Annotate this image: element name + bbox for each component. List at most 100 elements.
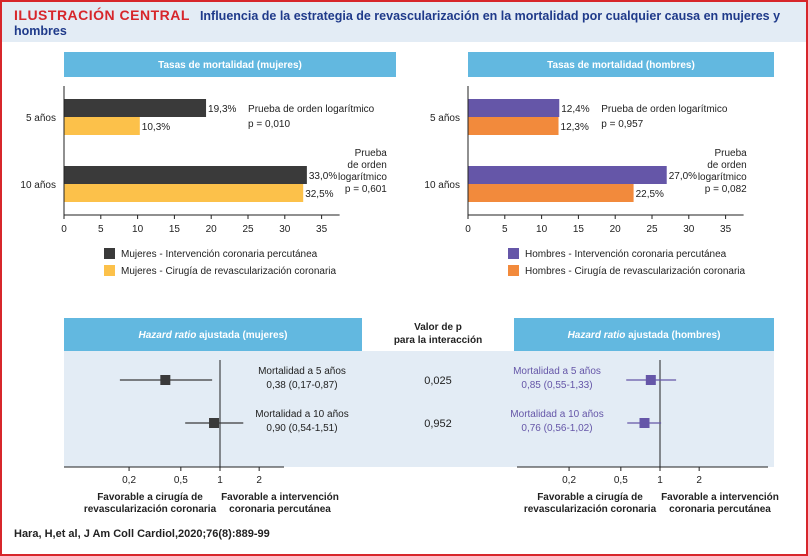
women-hr-x-tick-label: 0,2	[122, 475, 136, 486]
hr-background	[64, 351, 774, 467]
women-x-tick-label: 20	[206, 224, 218, 235]
women-x-tick-label: 30	[279, 224, 291, 235]
women-category-label: 5 años	[26, 113, 56, 124]
interaction-p-value: 0,952	[424, 418, 452, 430]
women-legend-swatch	[104, 248, 115, 259]
men-hr-x-tick-label: 2	[696, 475, 702, 486]
women-bar	[64, 184, 304, 202]
women-hr-point	[209, 418, 220, 428]
men-hr-title-rest: ajustada (hombres)	[625, 330, 720, 341]
women-hr-x-tick-label: 1	[217, 475, 223, 486]
men-legend-label: Hombres - Cirugía de revascularización c…	[525, 266, 746, 277]
men-hr-point	[645, 375, 656, 385]
men-x-tick-label: 35	[720, 224, 732, 235]
men-x-tick-label: 0	[465, 224, 471, 235]
citation: Hara, H,et al, J Am Coll Cardiol,2020;76…	[14, 528, 270, 540]
men-logrank-label: Prueba	[714, 148, 747, 159]
women-hr-title-band	[64, 318, 362, 351]
men-x-tick-label: 30	[683, 224, 695, 235]
women-logrank-label: logarítmico	[338, 172, 387, 183]
women-bar	[64, 166, 307, 184]
women-x-tick-label: 25	[242, 224, 254, 235]
men-logrank-p: p = 0,957	[601, 119, 643, 130]
women-category-label: 10 años	[20, 180, 56, 191]
interaction-header: Valor de p	[414, 322, 462, 333]
interaction-header: para la interacción	[394, 335, 482, 346]
women-legend-label: Mujeres - Cirugía de revascularización c…	[121, 266, 337, 277]
women-bar-label: 32,5%	[305, 189, 333, 200]
women-hr-point	[160, 375, 171, 385]
women-logrank-label: de orden	[347, 160, 386, 171]
men-bar-label: 12,4%	[561, 104, 589, 115]
men-x-tick-label: 20	[610, 224, 622, 235]
men-x-tick-label: 25	[646, 224, 658, 235]
women-hr-ci-text: 0,38 (0,17-0,87)	[266, 380, 337, 391]
men-bar-label: 22,5%	[636, 189, 664, 200]
men-logrank-label: de orden	[707, 160, 746, 171]
men-legend-swatch	[508, 265, 519, 276]
men-logrank-label: p = 0,082	[705, 184, 747, 195]
women-bar	[64, 117, 140, 135]
women-hr-ci-text: 0,90 (0,54-1,51)	[266, 423, 337, 434]
men-logrank-label: logarítmico	[698, 172, 747, 183]
men-legend-swatch	[508, 248, 519, 259]
women-x-tick-label: 5	[98, 224, 104, 235]
women-bar-label: 33,0%	[309, 171, 337, 182]
women-hr-title: Hazard ratio ajustada (mujeres)	[139, 330, 288, 341]
women-bar-label: 19,3%	[208, 104, 236, 115]
men-x-tick-label: 15	[573, 224, 585, 235]
women-favors-pci-label: coronaria percutánea	[229, 504, 331, 515]
men-category-label: 5 años	[430, 113, 460, 124]
men-bar	[468, 99, 560, 117]
women-hr-label: Mortalidad a 10 años	[255, 409, 348, 420]
men-favors-cabg-label: revascularización coronaria	[524, 504, 657, 515]
women-hr-x-tick-label: 2	[256, 475, 262, 486]
men-hr-x-tick-label: 0,5	[614, 475, 628, 486]
men-hr-title-italic: Hazard ratio	[568, 330, 626, 341]
women-rates-title: Tasas de mortalidad (mujeres)	[158, 60, 302, 71]
figure-canvas: Tasas de mortalidad (mujeres) 5 años 19,3%…	[20, 52, 779, 515]
women-hr-title-italic: Hazard ratio	[139, 330, 197, 341]
women-bar-label: 10,3%	[142, 122, 170, 133]
men-hr-title-band	[514, 318, 774, 351]
men-favors-cabg-label: Favorable a cirugía de	[537, 492, 643, 503]
men-bar-label: 27,0%	[669, 171, 697, 182]
women-logrank-p: p = 0,010	[248, 119, 290, 130]
men-x-tick-label: 10	[536, 224, 548, 235]
women-x-tick-label: 0	[61, 224, 67, 235]
men-x-tick-label: 5	[502, 224, 508, 235]
men-hr-title: Hazard ratio ajustada (hombres)	[568, 330, 721, 341]
women-legend-label: Mujeres - Intervención coronaria percutá…	[121, 249, 318, 260]
women-bar	[64, 99, 207, 117]
men-hr-label: Mortalidad a 5 años	[513, 366, 601, 377]
figure-title: ILUSTRACIÓN CENTRAL Influencia de la estr…	[14, 8, 794, 39]
men-bar-label: 12,3%	[561, 122, 589, 133]
men-legend-label: Hombres - Intervención coronaria percutá…	[525, 249, 727, 260]
men-favors-pci-label: coronaria percutánea	[669, 504, 771, 515]
women-logrank-label: Prueba de orden logarítmico	[248, 104, 375, 115]
interaction-p-value: 0,025	[424, 375, 452, 387]
header-band	[2, 2, 806, 42]
men-bar	[468, 166, 667, 184]
women-favors-cabg-label: revascularización coronaria	[84, 504, 217, 515]
men-rates-title: Tasas de mortalidad (hombres)	[547, 60, 695, 71]
women-logrank-label: Prueba	[355, 148, 388, 159]
men-hr-ci-text: 0,85 (0,55-1,33)	[521, 380, 592, 391]
men-favors-pci-label: Favorable a intervención	[661, 492, 779, 503]
men-hr-ci-text: 0,76 (0,56-1,02)	[521, 423, 592, 434]
men-category-label: 10 años	[424, 180, 460, 191]
figure-title-text: Influencia de la estrategia de revascula…	[14, 9, 781, 38]
women-hr-x-tick-label: 0,5	[174, 475, 188, 486]
women-x-tick-label: 10	[132, 224, 144, 235]
women-x-tick-label: 35	[316, 224, 328, 235]
women-hr-label: Mortalidad a 5 años	[258, 366, 346, 377]
women-hr-title-rest: ajustada (mujeres)	[196, 330, 287, 341]
women-favors-pci-label: Favorable a intervención	[221, 492, 339, 503]
women-logrank-label: p = 0,601	[345, 184, 387, 195]
women-rates-title-band	[64, 52, 396, 77]
men-hr-x-tick-label: 1	[657, 475, 663, 486]
women-legend-swatch	[104, 265, 115, 276]
women-favors-cabg-label: Favorable a cirugía de	[97, 492, 203, 503]
men-rates-title-band	[468, 52, 774, 77]
